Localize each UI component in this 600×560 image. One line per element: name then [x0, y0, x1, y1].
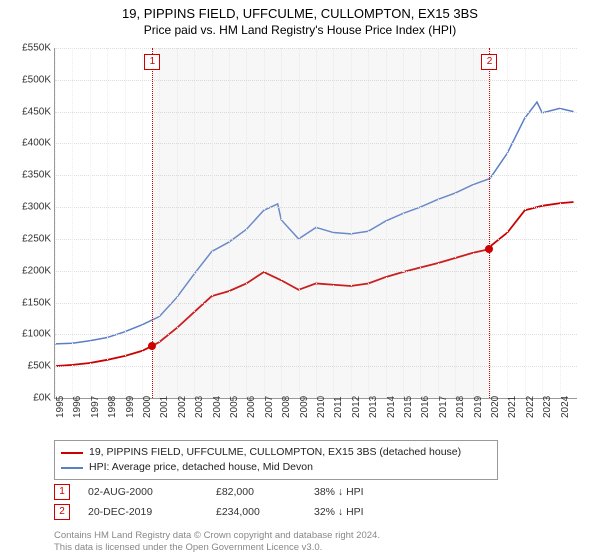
x-axis-label: 2019	[473, 396, 484, 418]
y-axis-label: £200K	[22, 265, 55, 276]
marker-box: 2	[481, 54, 497, 70]
x-axis-label: 2006	[246, 396, 257, 418]
event-rows: 1 02-AUG-2000 £82,000 38% ↓ HPI 2 20-DEC-2019…	[54, 484, 576, 524]
y-axis-label: £350K	[22, 170, 55, 181]
x-axis-label: 2014	[386, 396, 397, 418]
y-axis-label: £250K	[22, 233, 55, 244]
marker-line	[489, 48, 490, 398]
legend-label-hpi: HPI: Average price, detached house, Mid …	[89, 460, 313, 475]
x-axis-label: 2011	[333, 396, 344, 418]
event-date: 02-AUG-2000	[88, 486, 198, 498]
x-axis-label: 2008	[281, 396, 292, 418]
legend-row-hpi: HPI: Average price, detached house, Mid …	[61, 460, 491, 475]
x-axis-label: 2023	[542, 396, 553, 418]
y-axis-label: £400K	[22, 138, 55, 149]
x-axis-label: 2018	[455, 396, 466, 418]
event-price: £234,000	[216, 506, 296, 518]
x-axis-label: 1998	[107, 396, 118, 418]
x-axis-label: 2020	[490, 396, 501, 418]
legend-swatch-hpi	[61, 467, 83, 469]
x-axis-label: 2007	[264, 396, 275, 418]
x-axis-label: 2021	[507, 396, 518, 418]
y-axis-label: £550K	[22, 43, 55, 54]
x-axis-label: 2010	[316, 396, 327, 418]
x-axis-label: 2022	[525, 396, 536, 418]
x-axis-label: 2001	[159, 396, 170, 418]
event-box: 2	[54, 504, 70, 520]
y-axis-label: £100K	[22, 329, 55, 340]
x-axis-label: 2009	[299, 396, 310, 418]
x-axis-label: 1995	[55, 396, 66, 418]
x-axis-label: 1996	[72, 396, 83, 418]
x-axis-label: 2005	[229, 396, 240, 418]
y-axis-label: £300K	[22, 202, 55, 213]
shaded-region	[152, 48, 489, 398]
x-axis-label: 2015	[403, 396, 414, 418]
legend-row-property: 19, PIPPINS FIELD, UFFCULME, CULLOMPTON,…	[61, 445, 491, 460]
y-axis-label: £450K	[22, 106, 55, 117]
footer-line2: This data is licensed under the Open Gov…	[54, 542, 380, 554]
legend-label-property: 19, PIPPINS FIELD, UFFCULME, CULLOMPTON,…	[89, 445, 461, 460]
x-axis-label: 2003	[194, 396, 205, 418]
legend-box: 19, PIPPINS FIELD, UFFCULME, CULLOMPTON,…	[54, 440, 498, 480]
y-axis-label: £0K	[33, 393, 55, 404]
event-pct: 38% ↓ HPI	[314, 486, 404, 498]
x-axis-label: 2013	[368, 396, 379, 418]
x-axis-label: 2017	[438, 396, 449, 418]
event-pct: 32% ↓ HPI	[314, 506, 404, 518]
event-price: £82,000	[216, 486, 296, 498]
title-subtitle: Price paid vs. HM Land Registry's House …	[0, 23, 600, 37]
event-row: 2 20-DEC-2019 £234,000 32% ↓ HPI	[54, 504, 576, 520]
legend-swatch-property	[61, 452, 83, 454]
x-axis-label: 1999	[125, 396, 136, 418]
event-row: 1 02-AUG-2000 £82,000 38% ↓ HPI	[54, 484, 576, 500]
chart-container: 19, PIPPINS FIELD, UFFCULME, CULLOMPTON,…	[0, 0, 600, 560]
title-address: 19, PIPPINS FIELD, UFFCULME, CULLOMPTON,…	[0, 6, 600, 21]
data-point-dot	[485, 245, 493, 253]
x-axis-label: 2004	[212, 396, 223, 418]
event-date: 20-DEC-2019	[88, 506, 198, 518]
data-point-dot	[148, 342, 156, 350]
x-axis-label: 2024	[560, 396, 571, 418]
title-block: 19, PIPPINS FIELD, UFFCULME, CULLOMPTON,…	[0, 0, 600, 37]
chart-plot-area: £0K£50K£100K£150K£200K£250K£300K£350K£40…	[54, 48, 577, 399]
marker-box: 1	[144, 54, 160, 70]
y-axis-label: £150K	[22, 297, 55, 308]
x-axis-label: 2002	[177, 396, 188, 418]
x-axis-label: 2012	[351, 396, 362, 418]
x-axis-label: 2000	[142, 396, 153, 418]
y-axis-label: £500K	[22, 74, 55, 85]
footer-block: Contains HM Land Registry data © Crown c…	[54, 530, 380, 554]
footer-line1: Contains HM Land Registry data © Crown c…	[54, 530, 380, 542]
y-axis-label: £50K	[28, 361, 55, 372]
x-axis-label: 2016	[420, 396, 431, 418]
x-axis-label: 1997	[90, 396, 101, 418]
event-box: 1	[54, 484, 70, 500]
